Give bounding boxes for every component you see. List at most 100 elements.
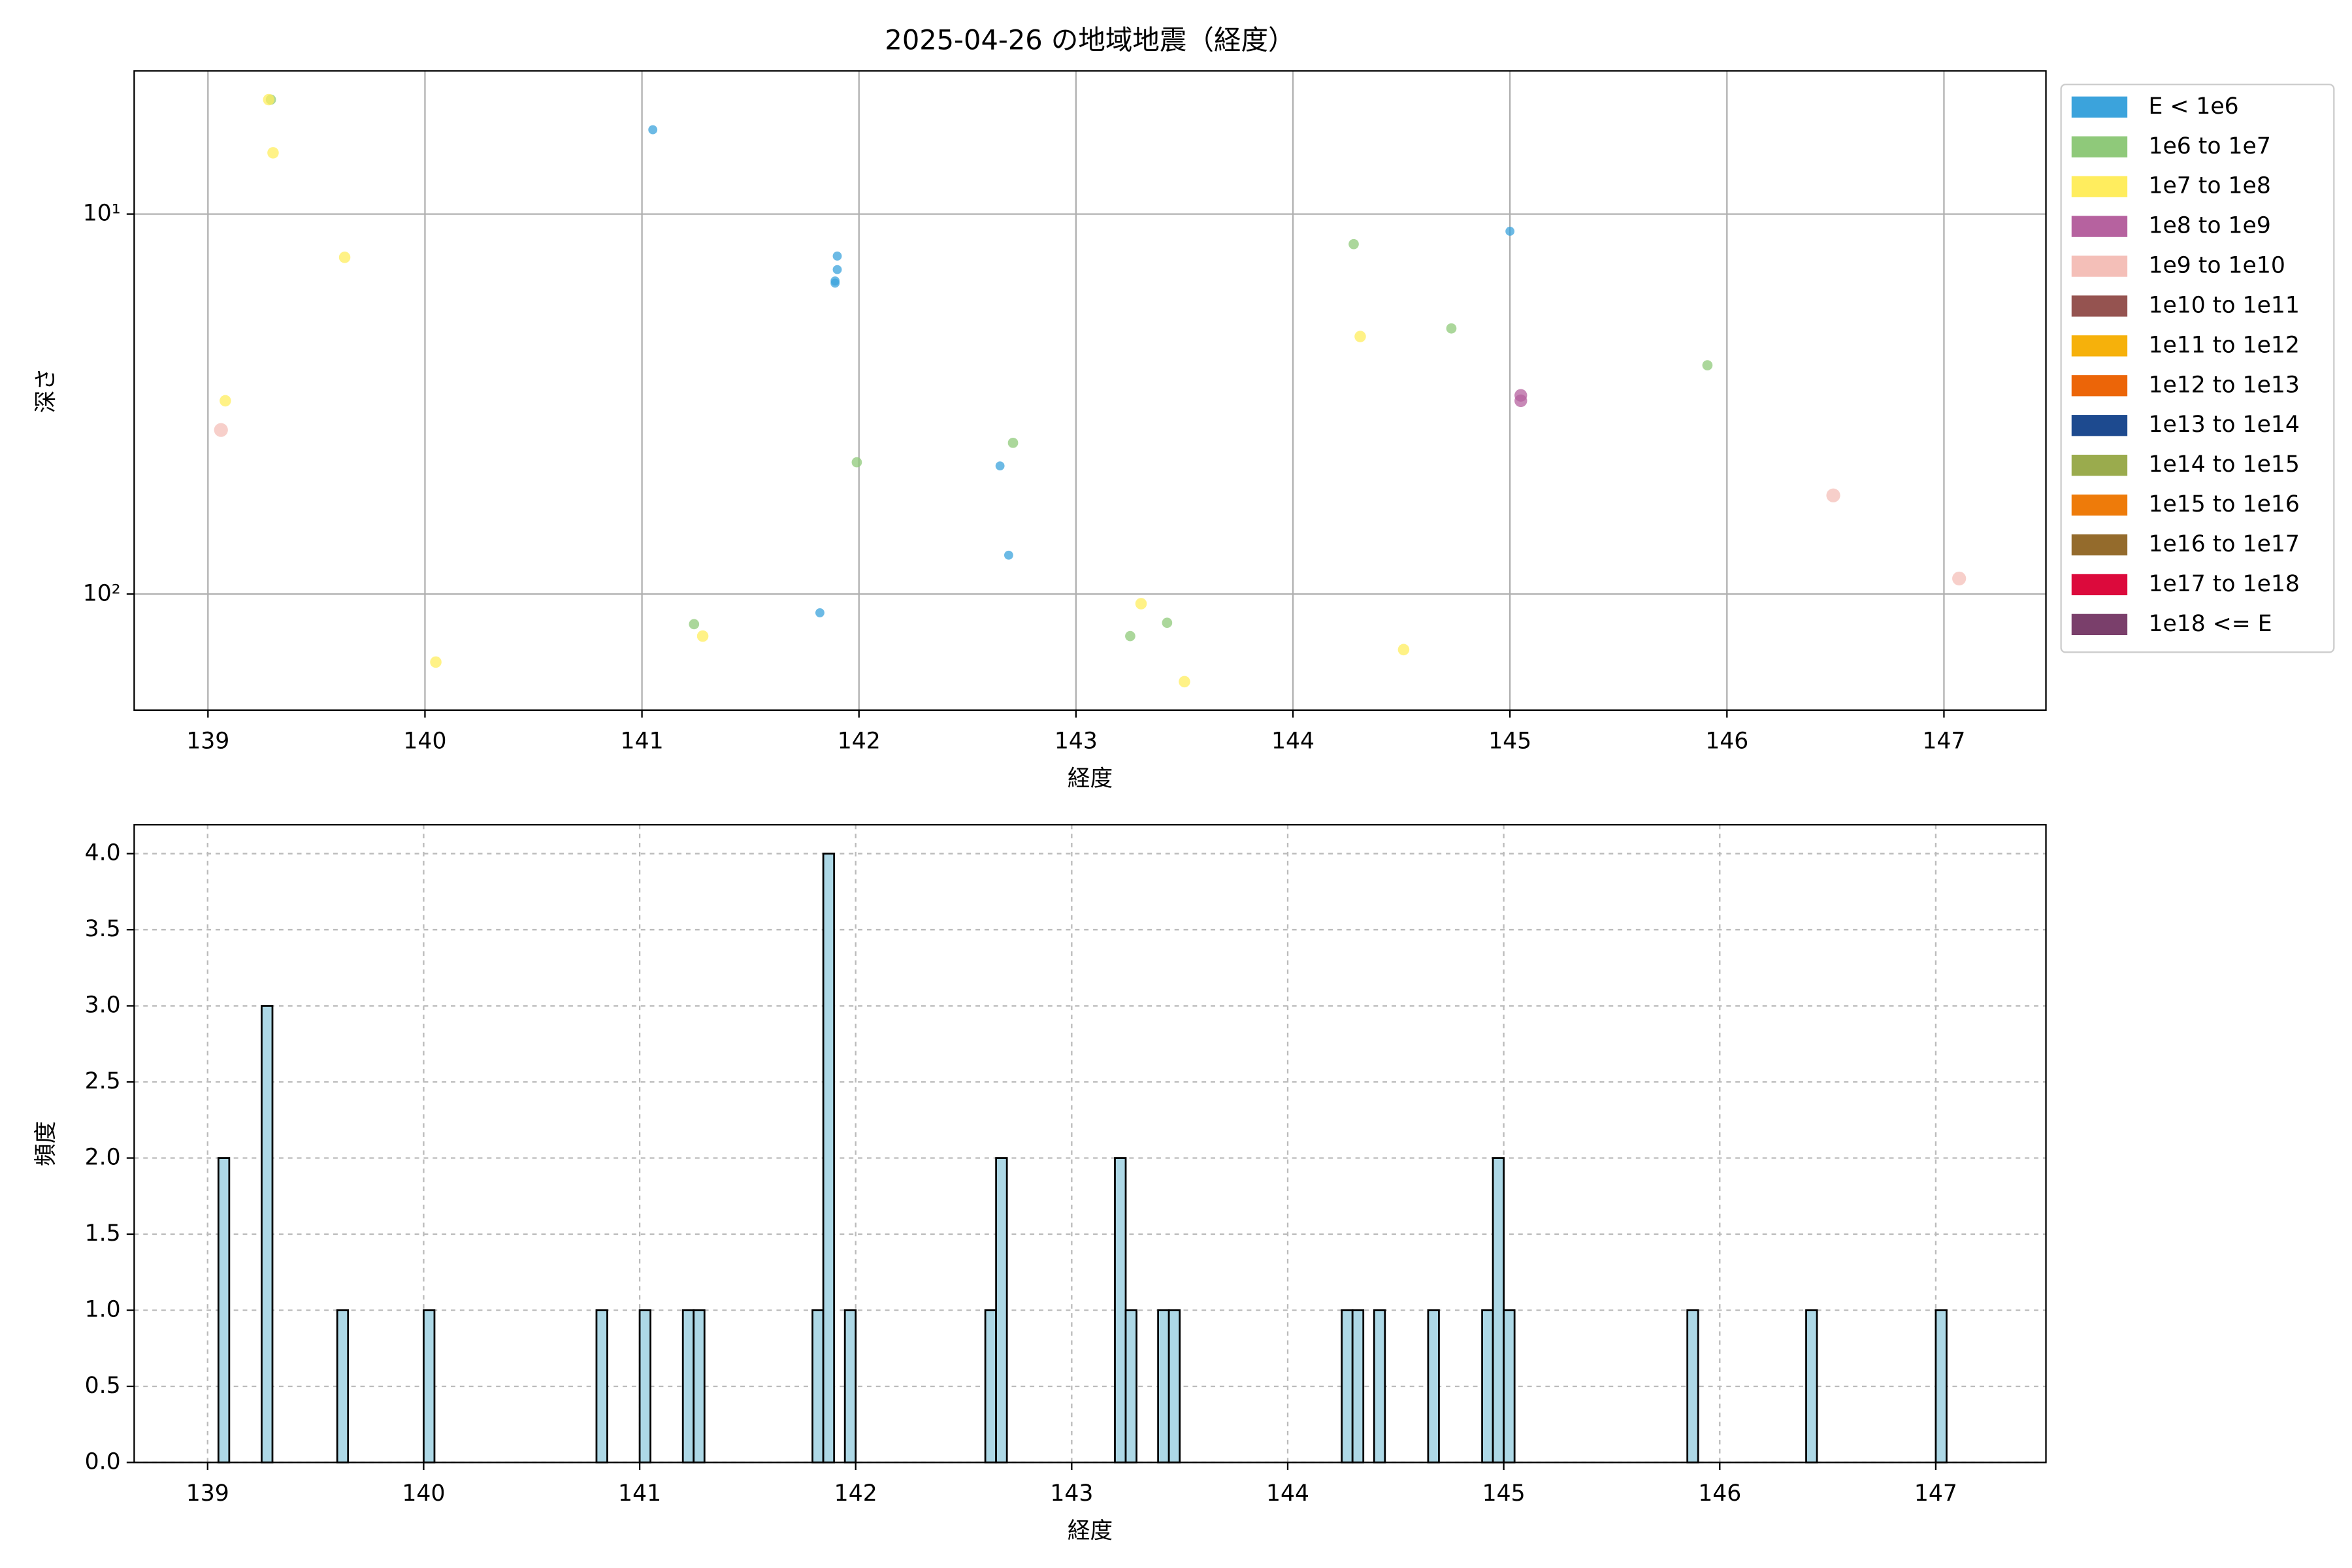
bar bbox=[1686, 1309, 1699, 1463]
x-axis-label: 経度 bbox=[1068, 1518, 1113, 1544]
bar bbox=[1481, 1309, 1494, 1463]
x-tick-label: 146 bbox=[1705, 728, 1748, 754]
bar bbox=[638, 1309, 651, 1463]
legend-swatch bbox=[2071, 136, 2128, 157]
legend-label: 1e18 <= E bbox=[2148, 611, 2272, 637]
bar bbox=[1492, 1157, 1505, 1463]
y-axis-label: 頻度 bbox=[33, 1121, 59, 1166]
legend-label: 1e12 to 1e13 bbox=[2148, 372, 2299, 398]
x-tick-label: 139 bbox=[186, 728, 229, 754]
x-tick-label: 140 bbox=[402, 1480, 445, 1507]
data-point bbox=[1952, 571, 1967, 586]
legend-label: 1e10 to 1e11 bbox=[2148, 292, 2299, 318]
legend-swatch bbox=[2071, 534, 2128, 556]
legend-swatch bbox=[2071, 96, 2128, 118]
data-point bbox=[1162, 617, 1173, 629]
data-point bbox=[832, 252, 842, 261]
y-tick-label: 1.0 bbox=[85, 1296, 121, 1322]
y-tick-label: 1.5 bbox=[85, 1220, 121, 1247]
x-tick-label: 145 bbox=[1482, 1480, 1526, 1507]
bar bbox=[595, 1309, 608, 1463]
data-point bbox=[1354, 331, 1366, 342]
plot-frame bbox=[133, 70, 2047, 711]
bar bbox=[1124, 1309, 1137, 1463]
data-point bbox=[696, 630, 709, 642]
data-point bbox=[338, 252, 351, 263]
bar bbox=[1427, 1309, 1440, 1463]
legend-swatch bbox=[2071, 613, 2128, 635]
legend-swatch bbox=[2071, 494, 2128, 516]
data-point bbox=[1505, 227, 1515, 236]
legend-label: 1e16 to 1e17 bbox=[2148, 531, 2299, 557]
legend-label: 1e13 to 1e14 bbox=[2148, 412, 2299, 438]
legend-swatch bbox=[2071, 375, 2128, 397]
data-point bbox=[1125, 630, 1135, 642]
data-point bbox=[1179, 676, 1190, 688]
legend-swatch bbox=[2071, 574, 2128, 596]
x-axis-label: 経度 bbox=[1068, 766, 1113, 792]
data-point bbox=[830, 278, 840, 288]
y-tick-label: 2.0 bbox=[85, 1145, 121, 1171]
legend-label: 1e9 to 1e10 bbox=[2148, 253, 2285, 279]
bar bbox=[1341, 1309, 1354, 1463]
bar bbox=[1351, 1309, 1365, 1463]
legend-label: 1e6 to 1e7 bbox=[2148, 133, 2270, 159]
legend-swatch bbox=[2071, 216, 2128, 237]
legend-swatch bbox=[2071, 295, 2128, 317]
legend-box bbox=[2060, 84, 2335, 653]
data-point bbox=[263, 93, 275, 106]
bar bbox=[1935, 1309, 1948, 1463]
legend-swatch bbox=[2071, 455, 2128, 476]
bar bbox=[1114, 1157, 1127, 1463]
x-tick-label: 143 bbox=[1050, 1480, 1093, 1507]
data-point bbox=[1826, 488, 1840, 502]
bar bbox=[423, 1309, 436, 1463]
plot-frame bbox=[133, 824, 2047, 1463]
y-tick-label: 0.0 bbox=[85, 1448, 121, 1475]
x-tick-label: 141 bbox=[621, 728, 664, 754]
x-tick-label: 146 bbox=[1698, 1480, 1741, 1507]
x-tick-label: 143 bbox=[1054, 728, 1098, 754]
bar bbox=[822, 853, 836, 1463]
data-point bbox=[995, 461, 1005, 471]
x-tick-label: 141 bbox=[618, 1480, 661, 1507]
legend-label: E < 1e6 bbox=[2148, 93, 2238, 120]
data-point bbox=[851, 457, 862, 468]
y-tick-label: 3.0 bbox=[85, 992, 121, 1019]
data-point bbox=[1446, 323, 1457, 334]
data-point bbox=[430, 656, 442, 668]
bar bbox=[1503, 1309, 1516, 1463]
bar bbox=[995, 1157, 1008, 1463]
data-point bbox=[648, 125, 658, 135]
x-tick-label: 147 bbox=[1914, 1480, 1957, 1507]
data-point bbox=[1007, 437, 1019, 448]
data-point bbox=[220, 395, 231, 407]
data-point bbox=[1348, 238, 1359, 250]
bar bbox=[261, 1005, 274, 1463]
legend-label: 1e17 to 1e18 bbox=[2148, 571, 2299, 597]
data-point bbox=[1397, 644, 1410, 656]
bar bbox=[693, 1309, 706, 1463]
y-tick-label: 10² bbox=[83, 580, 121, 606]
data-point bbox=[1135, 598, 1147, 610]
data-point bbox=[214, 423, 228, 437]
legend-swatch bbox=[2071, 335, 2128, 357]
x-tick-label: 139 bbox=[186, 1480, 229, 1507]
bar bbox=[811, 1309, 825, 1463]
bar bbox=[1157, 1309, 1170, 1463]
x-tick-label: 144 bbox=[1266, 1480, 1309, 1507]
x-tick-label: 140 bbox=[403, 728, 446, 754]
data-point bbox=[1514, 394, 1527, 408]
y-tick-label: 0.5 bbox=[85, 1373, 121, 1399]
data-point bbox=[1004, 550, 1013, 560]
bar bbox=[336, 1309, 350, 1463]
y-axis-label: 深さ bbox=[33, 368, 59, 413]
data-point bbox=[1702, 360, 1713, 370]
legend-label: 1e14 to 1e15 bbox=[2148, 451, 2299, 478]
bar bbox=[1168, 1309, 1181, 1463]
x-tick-label: 144 bbox=[1271, 728, 1315, 754]
bar bbox=[217, 1157, 231, 1463]
